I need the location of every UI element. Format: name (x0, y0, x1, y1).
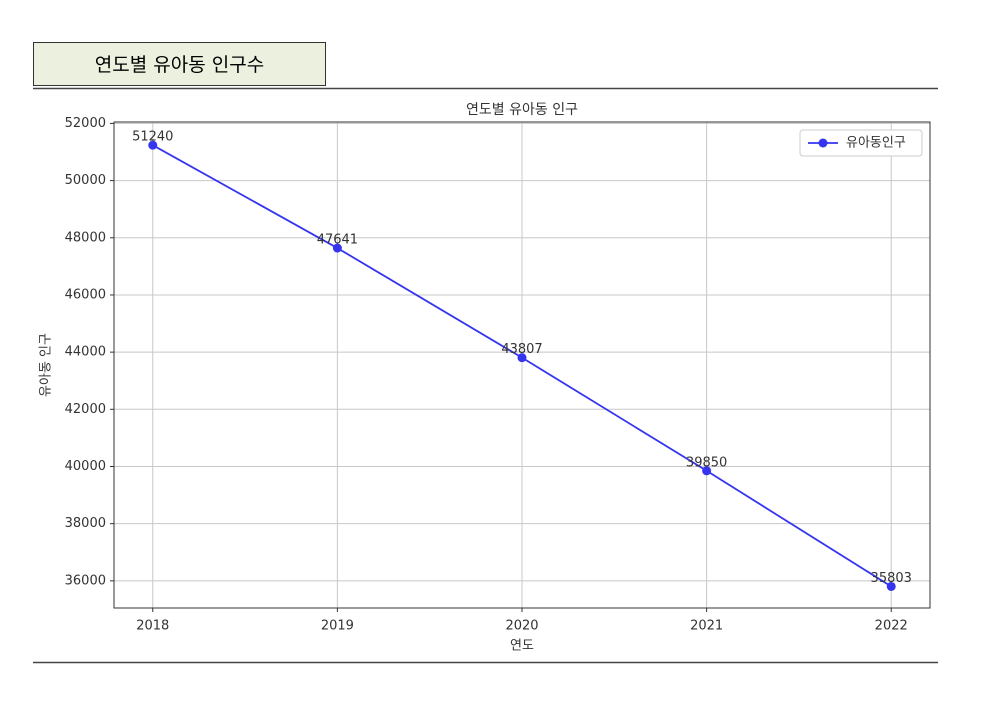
legend-box (799, 129, 923, 157)
x-axis-label: 연도 (510, 639, 534, 654)
data-label: 43807 (501, 342, 542, 357)
y-tick-label: 36000 (65, 573, 106, 588)
y-tick-label: 46000 (65, 287, 106, 302)
marker (702, 466, 712, 476)
data-label: 35803 (871, 571, 912, 586)
legend-label: 유아동인구 (846, 136, 906, 151)
marker (517, 353, 527, 363)
section-title: 연도별 유아동 인구수 (33, 42, 326, 86)
chart-title: 연도별 유아동 인구 (466, 102, 578, 118)
data-label: 47641 (317, 233, 358, 248)
y-tick-label: 48000 (65, 230, 106, 245)
plot-frame (113, 121, 931, 609)
x-tick-label: 2022 (875, 619, 908, 634)
marker (148, 140, 158, 150)
y-axis-label: 유아동 인구 (39, 333, 54, 397)
x-tick-label: 2020 (505, 619, 538, 634)
y-tick-label: 52000 (65, 116, 106, 131)
x-tick-label: 2021 (690, 619, 723, 634)
y-tick-label: 42000 (65, 402, 106, 417)
data-label: 39850 (686, 455, 727, 470)
marker (886, 581, 896, 591)
y-tick-label: 38000 (65, 516, 106, 531)
y-tick-label: 50000 (65, 173, 106, 188)
legend-marker (818, 138, 828, 148)
x-tick-label: 2019 (321, 619, 354, 634)
y-tick-label: 44000 (65, 345, 106, 360)
marker (332, 243, 342, 253)
y-tick-label: 40000 (65, 459, 106, 474)
data-label: 51240 (132, 130, 173, 145)
x-tick-label: 2018 (136, 619, 169, 634)
